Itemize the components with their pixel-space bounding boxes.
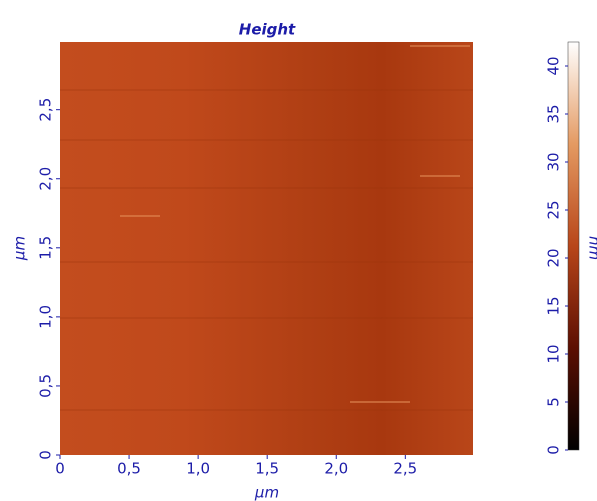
colorbar-tick-label: 0 xyxy=(545,445,563,455)
scan-lines xyxy=(60,89,473,411)
x-tick-label: 2,0 xyxy=(324,460,348,478)
colorbar-tick-label: 5 xyxy=(545,397,563,407)
height-image xyxy=(60,42,473,455)
y-tick-label: 0 xyxy=(37,450,55,460)
colorbar-tick-label: 30 xyxy=(545,152,563,171)
x-tick-label: 2,5 xyxy=(393,460,417,478)
colorbar-tick-label: 35 xyxy=(545,104,563,123)
x-tick-label: 1,0 xyxy=(186,460,210,478)
x-axis-label: µm xyxy=(254,484,279,501)
x-tick-label: 1,5 xyxy=(255,460,279,478)
colorbar xyxy=(567,41,580,451)
colorbar-label: nm xyxy=(586,236,597,260)
colorbar-tick-label: 25 xyxy=(545,200,563,219)
y-axis-label: µm xyxy=(11,236,29,261)
colorbar-tick-label: 15 xyxy=(545,296,563,315)
surface-features xyxy=(120,45,470,403)
y-tick-label: 0,5 xyxy=(37,374,55,398)
y-tick-label: 1,5 xyxy=(37,236,55,260)
y-tick-label: 2,5 xyxy=(37,98,55,122)
y-tick-label: 2,0 xyxy=(37,167,55,191)
colorbar-tick-label: 40 xyxy=(545,56,563,75)
colorbar-tick-label: 10 xyxy=(545,344,563,363)
x-tick-label: 0 xyxy=(55,460,65,478)
y-tick-label: 1,0 xyxy=(37,305,55,329)
x-tick-label: 0,5 xyxy=(117,460,141,478)
chart-title: Height xyxy=(239,21,296,39)
colorbar-tick-label: 20 xyxy=(545,248,563,267)
